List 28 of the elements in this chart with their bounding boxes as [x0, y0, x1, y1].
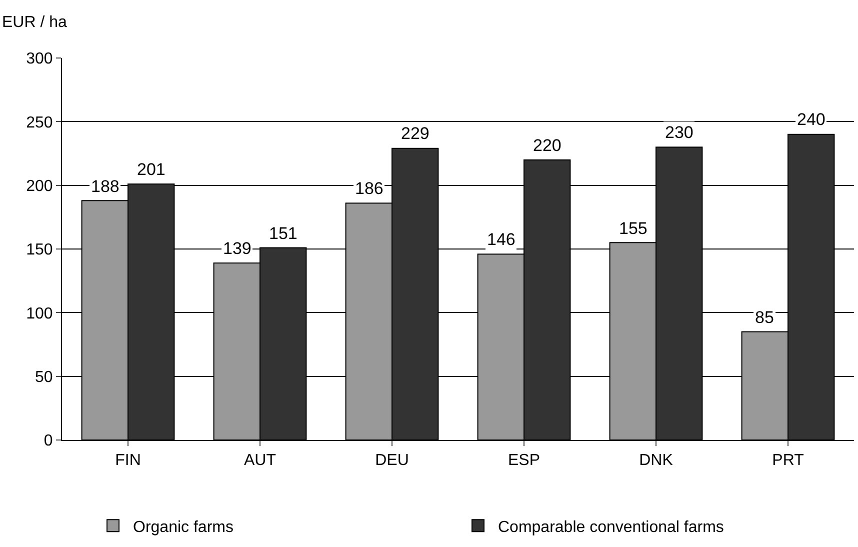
data-label: 186: [355, 179, 384, 198]
y-tick-label: 0: [44, 432, 53, 450]
data-label: 146: [487, 230, 516, 249]
y-axis-title: EUR / ha: [2, 14, 68, 31]
y-tick-label: 300: [26, 50, 53, 68]
data-label: 85: [755, 308, 774, 327]
x-tick-label: FIN: [115, 452, 141, 470]
y-tick-label: 150: [26, 242, 53, 259]
data-label: 188: [91, 177, 120, 196]
y-tick-label: 200: [26, 178, 53, 195]
data-label: 220: [533, 136, 562, 155]
legend-label: Comparable conventional farms: [498, 518, 724, 536]
y-tick-label: 100: [26, 305, 53, 322]
y-tick-label: 50: [35, 368, 53, 386]
data-label: 151: [269, 224, 298, 243]
y-tick-label: 250: [26, 114, 53, 132]
data-label: 139: [223, 239, 252, 258]
data-label: 240: [797, 110, 826, 129]
data-label: 155: [619, 219, 648, 238]
data-label: 201: [137, 160, 166, 179]
x-tick-label: ESP: [508, 452, 540, 470]
x-tick-label: DNK: [639, 452, 674, 470]
x-tick-label: DEU: [375, 452, 409, 470]
data-label: 229: [401, 124, 430, 143]
x-tick-label: PRT: [772, 452, 804, 470]
x-tick-label: AUT: [244, 452, 276, 470]
legend-label: Organic farms: [133, 518, 234, 536]
data-label: 230: [665, 123, 694, 142]
